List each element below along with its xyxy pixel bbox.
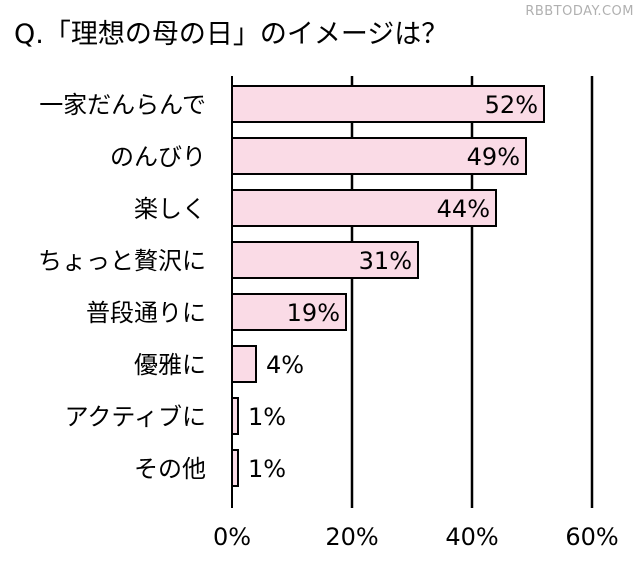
bar: [231, 345, 257, 383]
bar: [231, 241, 419, 279]
category-label: のんびり: [110, 143, 206, 171]
category-label: 普段通りに: [86, 299, 206, 327]
category-label: 優雅に: [134, 351, 206, 379]
bar: [231, 189, 497, 227]
x-tick-label: 20%: [325, 523, 378, 551]
value-label: 44%: [437, 195, 490, 223]
value-label: 4%: [266, 351, 304, 379]
category-label: ちょっと贅沢に: [38, 247, 206, 275]
category-label: その他: [134, 455, 206, 483]
category-label: 楽しく: [134, 195, 206, 223]
x-tick-labels: 0% 20% 40% 60%: [213, 523, 619, 551]
bar: [231, 449, 239, 487]
bar: [231, 397, 239, 435]
category-label: 一家だんらんで: [39, 91, 206, 119]
value-label: 52%: [485, 91, 538, 119]
bars: [231, 85, 545, 487]
watermark: RBBTODAY.COM: [525, 4, 634, 19]
x-tick-label: 60%: [565, 523, 618, 551]
bar: [231, 137, 527, 175]
bar: [231, 85, 545, 123]
value-label: 49%: [467, 143, 520, 171]
value-label: 31%: [359, 247, 412, 275]
x-tick-label: 0%: [213, 523, 251, 551]
x-tick-label: 40%: [445, 523, 498, 551]
value-labels: 52% 49% 44% 31% 19% 4% 1% 1%: [248, 91, 538, 483]
value-label: 1%: [248, 455, 286, 483]
category-label: アクティブに: [65, 403, 206, 431]
value-label: 19%: [287, 299, 340, 327]
chart-title: Q.「理想の母の日」のイメージは？: [14, 19, 449, 50]
value-label: 1%: [248, 403, 286, 431]
bar: [231, 293, 347, 331]
